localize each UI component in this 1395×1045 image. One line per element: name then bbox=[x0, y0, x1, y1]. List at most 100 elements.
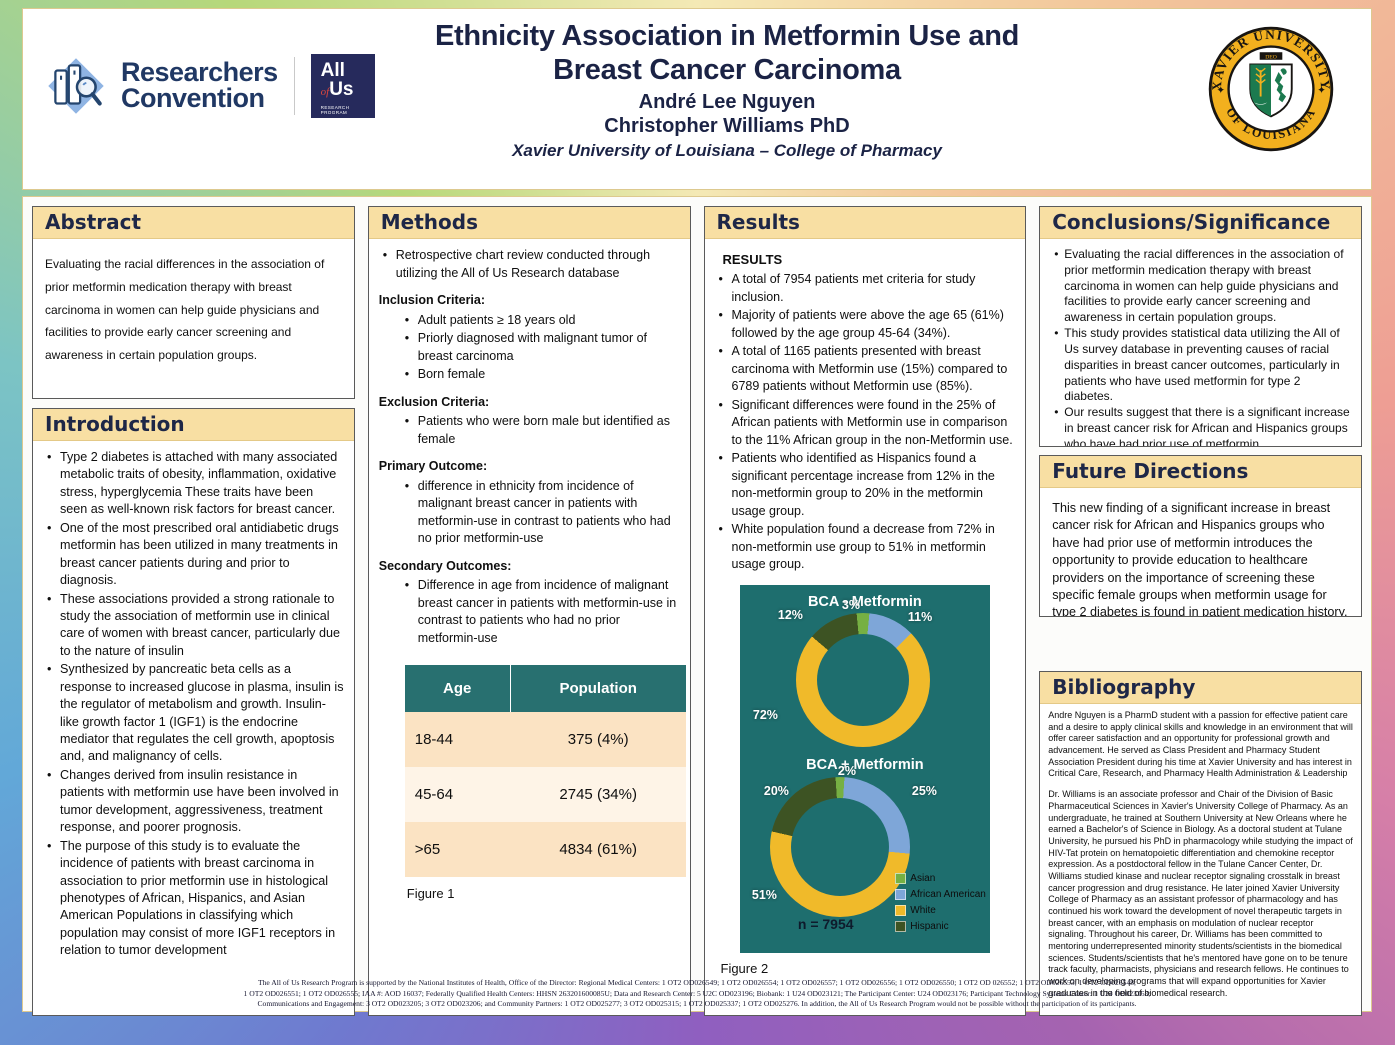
introduction-bullet: These associations provided a strong rat… bbox=[43, 591, 344, 661]
donut-2-label-african-american: 25% bbox=[911, 783, 937, 798]
introduction-bullet: One of the most prescribed oral antidiab… bbox=[43, 520, 344, 590]
chart-legend: Asian African American White Hispan bbox=[895, 872, 986, 934]
legend-item-white: White bbox=[895, 904, 986, 918]
donut-hole bbox=[790, 797, 889, 896]
donut-2-label-hispanic: 20% bbox=[763, 783, 789, 798]
legend-item-asian: Asian bbox=[895, 872, 986, 886]
donut-2-label-asian: 2% bbox=[837, 763, 856, 778]
bibliography-heading: Bibliography bbox=[1040, 672, 1361, 704]
poster-header: Researchers Convention All ofUs RESEARCH… bbox=[22, 8, 1372, 190]
inclusion-bullet: Born female bbox=[401, 366, 680, 384]
bibliography-paragraph-nguyen: Andre Nguyen is a PharmD student with a … bbox=[1048, 710, 1353, 779]
column-1: Abstract Evaluating the racial differenc… bbox=[32, 206, 355, 1016]
conclusions-bullet: This study provides statistical data uti… bbox=[1050, 326, 1351, 405]
table-header-population: Population bbox=[510, 665, 687, 712]
results-heading: Results bbox=[704, 207, 1026, 239]
all-of-us-all: All bbox=[320, 60, 345, 81]
svg-text:✦: ✦ bbox=[1216, 86, 1225, 97]
donut-1-label-asian: 3% bbox=[841, 597, 860, 612]
introduction-bullet: Synthesized by pancreatic beta cells as … bbox=[43, 661, 344, 766]
future-directions-section: Future Directions This new finding of a … bbox=[1039, 455, 1362, 617]
conclusions-bullet: Evaluating the racial differences in the… bbox=[1050, 247, 1351, 326]
methods-section: Methods Retrospective chart review condu… bbox=[367, 206, 691, 1016]
poster-body: Abstract Evaluating the racial differenc… bbox=[22, 196, 1372, 1016]
introduction-heading: Introduction bbox=[33, 409, 354, 441]
logo-line-convention: Convention bbox=[121, 83, 265, 113]
figure-2-chart-panel: BCA - Metformin 12% 3% 11% 72% BCA + Met… bbox=[739, 584, 990, 953]
bibliography-paragraph-williams: Dr. Williams is an associate professor a… bbox=[1048, 789, 1353, 998]
abstract-text: Evaluating the racial differences in the… bbox=[45, 257, 325, 363]
legend-item-african-american: African American bbox=[895, 888, 986, 902]
legend-swatch-hispanic bbox=[895, 921, 907, 933]
researchers-convention-wordmark: Researchers Convention bbox=[121, 57, 278, 113]
title-block: Ethnicity Association in Metformin Use a… bbox=[323, 19, 1131, 161]
conclusions-heading: Conclusions/Significance bbox=[1040, 207, 1361, 239]
inclusion-bullet: Priorly diagnosed with malignant tumor o… bbox=[401, 330, 680, 365]
donut-1-label-african-american: 11% bbox=[907, 609, 933, 624]
column-3: Results RESULTS A total of 7954 patients… bbox=[703, 206, 1027, 1016]
bibliography-section: Bibliography Andre Nguyen is a PharmD st… bbox=[1039, 671, 1362, 1016]
funding-acknowledgment: The All of Us Research Program is suppor… bbox=[23, 978, 1371, 1009]
donut-2-label-white: 51% bbox=[751, 887, 777, 902]
author-1: André Lee Nguyen bbox=[638, 91, 816, 114]
future-directions-heading: Future Directions bbox=[1040, 456, 1361, 488]
all-of-us-of: of bbox=[320, 86, 330, 99]
introduction-bullet: The purpose of this study is to evaluate… bbox=[43, 838, 344, 960]
conclusions-section: Conclusions/Significance Evaluating the … bbox=[1039, 206, 1362, 447]
donut-2-title: BCA + Metformin bbox=[806, 756, 924, 773]
xavier-university-seal: XAVIER UNIVERSITY OF LOUISIANA ✦ ✦ DEO bbox=[1208, 26, 1334, 152]
header-logos: Researchers Convention All ofUs RESEARCH… bbox=[43, 53, 375, 119]
future-directions-text: This new finding of a significant increa… bbox=[1052, 501, 1348, 616]
secondary-outcomes-label: Secondary Outcomes: bbox=[378, 558, 512, 573]
table-header-age: Age bbox=[404, 665, 511, 712]
results-bullet: Patients who identified as Hispanics fou… bbox=[715, 450, 1016, 520]
all-of-us-us: Us bbox=[329, 79, 354, 101]
results-bullet: Significant differences were found in th… bbox=[715, 397, 1016, 450]
funding-line: Communications and Engagement: 3 OT2 OD0… bbox=[257, 998, 1137, 1008]
figure-1-caption: Figure 1 bbox=[406, 886, 455, 901]
legend-swatch-asian bbox=[895, 873, 907, 885]
table-row: 18-44 375 (4%) bbox=[404, 712, 687, 767]
primary-outcome-label: Primary Outcome: bbox=[378, 459, 488, 473]
donut-chart-bca-minus-metformin bbox=[795, 612, 930, 747]
abstract-heading: Abstract bbox=[33, 207, 354, 239]
introduction-bullet: Type 2 diabetes is attached with many as… bbox=[43, 449, 344, 519]
column-2: Methods Retrospective chart review condu… bbox=[367, 206, 691, 1016]
exclusion-criteria-label: Exclusion Criteria: bbox=[378, 394, 490, 409]
results-bullet: A total of 7954 patients met criteria fo… bbox=[715, 271, 1016, 306]
results-section: Results RESULTS A total of 7954 patients… bbox=[703, 206, 1027, 1016]
researchers-convention-icon bbox=[48, 58, 104, 114]
conclusions-list: Evaluating the racial differences in the… bbox=[1050, 247, 1351, 446]
legend-item-hispanic: Hispanic bbox=[895, 920, 986, 934]
authors: André Lee Nguyen Christopher Williams Ph… bbox=[323, 90, 1131, 138]
svg-text:DEO: DEO bbox=[1265, 54, 1277, 60]
results-bullet: Majority of patients were above the age … bbox=[715, 307, 1016, 342]
primary-outcome-bullet: difference in ethnicity from incidence o… bbox=[401, 478, 680, 548]
introduction-bullet: Changes derived from insulin resistance … bbox=[43, 767, 344, 837]
affiliation: Xavier University of Louisiana – College… bbox=[512, 141, 942, 161]
figure-2-caption: Figure 2 bbox=[720, 960, 769, 976]
exclusion-bullet: Patients who were born male but identifi… bbox=[401, 413, 680, 448]
all-of-us-subtitle: RESEARCH PROGRAM bbox=[320, 105, 350, 116]
methods-heading: Methods bbox=[368, 207, 690, 239]
results-bullet: A total of 1165 patients presented with … bbox=[715, 343, 1016, 396]
title-line-2: Breast Cancer Carcinoma bbox=[553, 54, 901, 87]
results-subheader: RESULTS bbox=[722, 252, 783, 267]
poster-title: Ethnicity Association in Metformin Use a… bbox=[323, 19, 1131, 87]
results-list: A total of 7954 patients met criteria fo… bbox=[715, 271, 1016, 575]
inclusion-bullet: Adult patients ≥ 18 years old bbox=[401, 312, 680, 330]
svg-text:✦: ✦ bbox=[1317, 86, 1326, 97]
funding-line: The All of Us Research Program is suppor… bbox=[257, 978, 1137, 988]
introduction-list: Type 2 diabetes is attached with many as… bbox=[43, 449, 344, 960]
legend-swatch-african-american bbox=[895, 889, 907, 901]
author-2: Christopher Williams PhD bbox=[604, 115, 850, 138]
donut-hole bbox=[816, 633, 909, 726]
logo-divider bbox=[293, 57, 295, 115]
table-row: 45-64 2745 (34%) bbox=[404, 767, 687, 822]
secondary-outcomes-bullet: Difference in age from incidence of mali… bbox=[401, 577, 680, 647]
abstract-section: Abstract Evaluating the racial differenc… bbox=[32, 206, 355, 399]
logo-line-researchers: Researchers bbox=[121, 57, 278, 88]
donut-chart-bca-plus-metformin bbox=[769, 776, 910, 917]
table-row: >65 4834 (61%) bbox=[404, 822, 687, 877]
conclusions-bullet: Our results suggest that there is a sign… bbox=[1050, 405, 1351, 446]
